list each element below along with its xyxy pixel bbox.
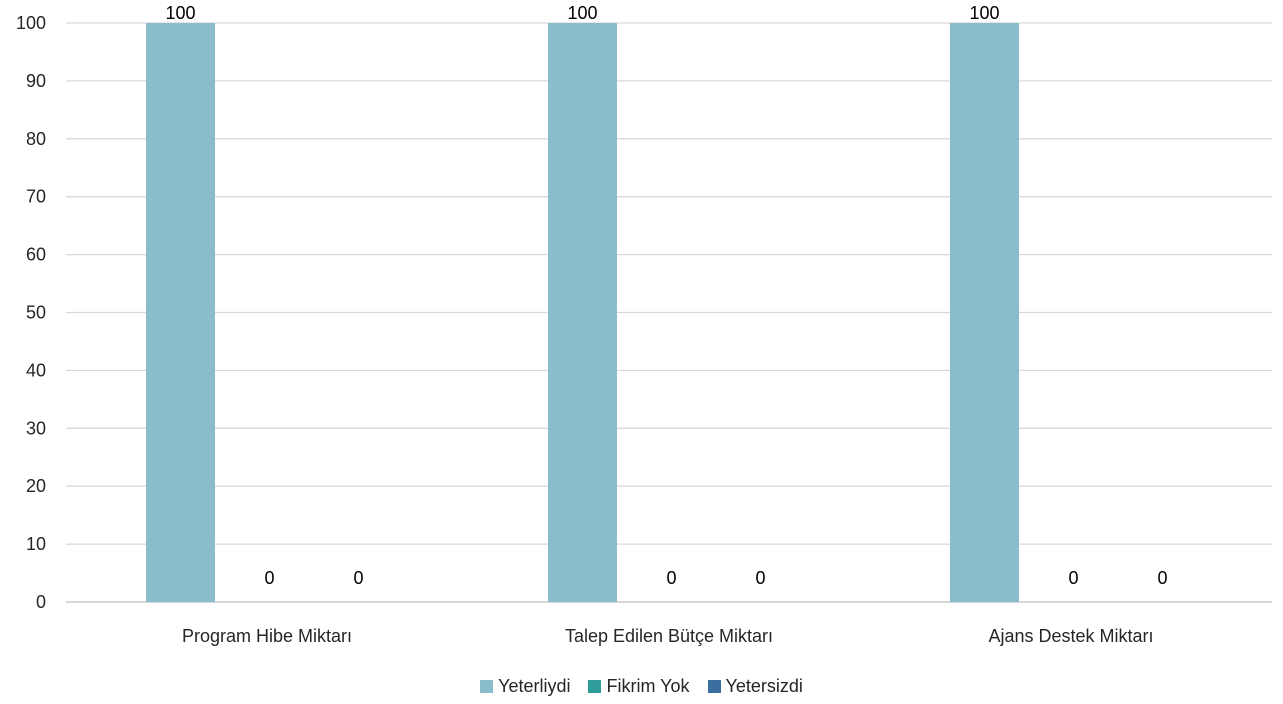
y-tick-label: 80 bbox=[26, 129, 46, 149]
legend-item: Yeterliydi bbox=[480, 676, 570, 697]
legend-label: Yeterliydi bbox=[498, 676, 571, 696]
x-category-label: Talep Edilen Bütçe Miktarı bbox=[565, 626, 773, 646]
legend-label: Fikrim Yok bbox=[606, 676, 690, 696]
legend-label: Yetersizdi bbox=[725, 676, 803, 696]
y-tick-label: 50 bbox=[26, 303, 46, 323]
y-tick-label: 10 bbox=[26, 534, 46, 554]
legend-swatch bbox=[707, 680, 721, 693]
y-tick-label: 0 bbox=[36, 592, 46, 612]
bar-0-0 bbox=[146, 23, 215, 602]
gridlines bbox=[66, 22, 1272, 603]
y-tick-label: 40 bbox=[26, 360, 46, 380]
data-label: 0 bbox=[353, 568, 363, 588]
y-tick-label: 70 bbox=[26, 187, 46, 207]
data-label: 100 bbox=[165, 3, 195, 23]
x-category-label: Ajans Destek Miktarı bbox=[988, 626, 1153, 646]
bar-chart: 0 10 20 30 40 50 60 70 80 90 100 100 0 0 100 0 0 100 0 0 P… bbox=[16, 3, 1272, 646]
data-label: 0 bbox=[1157, 568, 1167, 588]
bar-0-2 bbox=[950, 23, 1019, 602]
legend-swatch bbox=[480, 680, 494, 693]
bars bbox=[146, 23, 1019, 602]
data-labels: 100 0 0 100 0 0 100 0 0 bbox=[165, 3, 1167, 588]
data-label: 0 bbox=[755, 568, 765, 588]
data-label: 0 bbox=[1068, 568, 1078, 588]
legend: Yeterliydi Fikrim Yok Yetersizdi bbox=[0, 676, 1283, 697]
x-axis: Program Hibe Miktarı Talep Edilen Bütçe M… bbox=[182, 626, 1154, 646]
y-tick-label: 60 bbox=[26, 245, 46, 265]
legend-item: Fikrim Yok bbox=[588, 676, 690, 697]
legend-item: Yetersizdi bbox=[707, 676, 803, 697]
y-axis: 0 10 20 30 40 50 60 70 80 90 100 bbox=[16, 13, 46, 612]
bar-0-1 bbox=[548, 23, 617, 602]
y-tick-label: 90 bbox=[26, 71, 46, 91]
x-category-label: Program Hibe Miktarı bbox=[182, 626, 352, 646]
data-label: 100 bbox=[969, 3, 999, 23]
y-tick-label: 30 bbox=[26, 418, 46, 438]
data-label: 100 bbox=[567, 3, 597, 23]
legend-swatch bbox=[588, 680, 602, 693]
data-label: 0 bbox=[264, 568, 274, 588]
data-label: 0 bbox=[666, 568, 676, 588]
y-tick-label: 100 bbox=[16, 13, 46, 33]
y-tick-label: 20 bbox=[26, 476, 46, 496]
